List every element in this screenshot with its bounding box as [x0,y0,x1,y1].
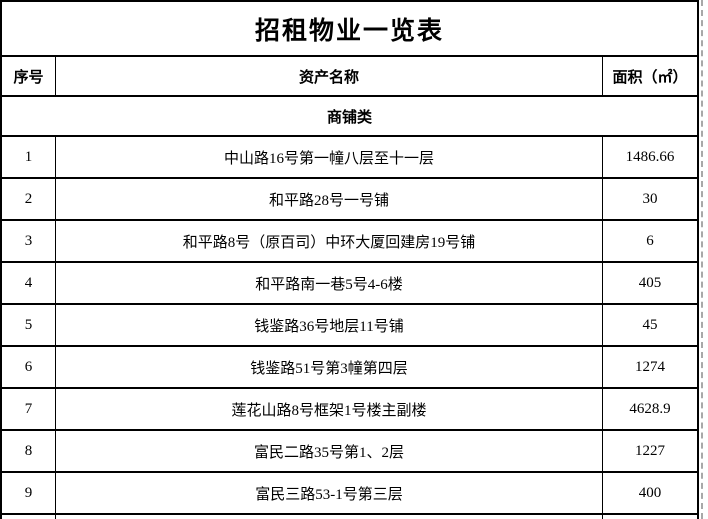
col-header-area: 面积（㎡） [612,69,688,86]
title-row: 招租物业一览表 [2,2,697,57]
cell-area: 45 [642,316,658,333]
table-row: 2 和平路28号一号铺 30 [2,179,697,221]
cell-no: 4 [2,263,56,303]
table-row: 1 中山路16号第一幢八层至十一层 1486.66 [2,137,697,179]
cell-no: 2 [2,179,56,219]
table-row: 4 和平路南一巷5号4-6楼 405 [2,263,697,305]
cell-no: 5 [2,305,56,345]
category-row-shops: 商铺类 [2,97,697,137]
cell-area: 1227 [635,442,665,459]
cell-asset-name: 富民二路35号第1、2层 [56,431,603,471]
table-row: 3 和平路8号（原百司）中环大厦回建房19号铺 6 [2,221,697,263]
cell-area: 30 [642,190,658,207]
cell-area: 6 [646,232,654,249]
cell-asset-name: 钱鉴路51号第3幢第四层 [56,347,603,387]
cell-asset-name [56,515,603,519]
cell-no: 9 [2,473,56,513]
cell-area: 1274 [635,358,665,375]
cell-area: 400 [638,484,662,501]
cell-asset-name: 和平路8号（原百司）中环大厦回建房19号铺 [56,221,603,261]
cell-asset-name: 莲花山路8号框架1号楼主副楼 [56,389,603,429]
table-row: 5 钱鉴路36号地层11号铺 45 [2,305,697,347]
cell-asset-name: 中山路16号第一幢八层至十一层 [56,137,603,177]
cell-no [2,515,56,519]
cell-area: 4628.9 [629,400,671,417]
page-title: 招租物业一览表 [254,17,444,45]
cell-asset-name: 和平路28号一号铺 [56,179,603,219]
partial-next-row [2,515,697,519]
cell-no: 3 [2,221,56,261]
header-row: 序号 资产名称 面积（㎡） [2,57,697,97]
col-header-name: 资产名称 [56,57,603,95]
cell-asset-name: 钱鉴路36号地层11号铺 [56,305,603,345]
cell-asset-name: 富民三路53-1号第三层 [56,473,603,513]
cell-area: 1486.66 [625,148,675,165]
table-row: 9 富民三路53-1号第三层 400 [2,473,697,515]
cell-no: 6 [2,347,56,387]
cell-no: 7 [2,389,56,429]
page-break-line [701,0,703,519]
table-row: 6 钱鉴路51号第3幢第四层 1274 [2,347,697,389]
cell-asset-name: 和平路南一巷5号4-6楼 [56,263,603,303]
category-label: 商铺类 [326,109,372,126]
col-header-no: 序号 [2,57,56,95]
table-row: 7 莲花山路8号框架1号楼主副楼 4628.9 [2,389,697,431]
table-row: 8 富民二路35号第1、2层 1227 [2,431,697,473]
cell-no: 8 [2,431,56,471]
cell-area: 405 [638,274,662,291]
cell-no: 1 [2,137,56,177]
cell-area [603,515,697,519]
